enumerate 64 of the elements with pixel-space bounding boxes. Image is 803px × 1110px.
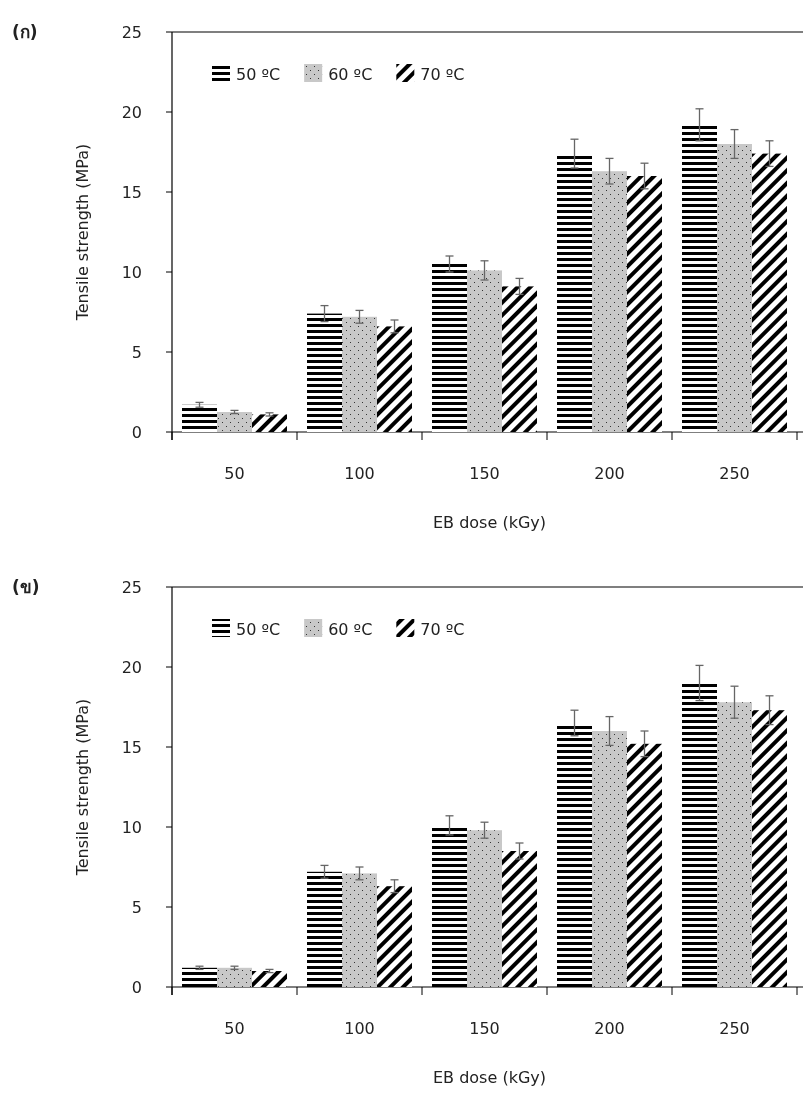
- bar: [627, 743, 662, 987]
- bar: [217, 412, 252, 432]
- x-axis-title: EB dose (kGy): [433, 513, 546, 532]
- legend-label: 70 ºC: [420, 65, 465, 84]
- bar: [627, 176, 662, 432]
- bar: [592, 171, 627, 432]
- y-tick-label: 10: [121, 263, 142, 282]
- bar: [377, 886, 412, 987]
- bar: [752, 153, 787, 432]
- y-tick-label: 5: [131, 343, 142, 362]
- bar: [432, 825, 467, 987]
- bar: [717, 144, 752, 432]
- bar: [182, 404, 217, 432]
- y-tick-label: 10: [121, 818, 142, 837]
- legend-label: 50 ºC: [236, 65, 281, 84]
- y-tick-label: 5: [131, 898, 142, 917]
- bar: [592, 731, 627, 987]
- y-tick-label: 25: [121, 23, 142, 42]
- y-tick-label: 15: [121, 738, 142, 757]
- bar: [342, 316, 377, 432]
- bar: [467, 830, 502, 987]
- y-tick-label: 0: [131, 978, 142, 997]
- y-axis-title: Tensile strength (MPa): [73, 143, 92, 322]
- bar: [682, 683, 717, 987]
- x-tick-label: 250: [719, 464, 750, 483]
- bar: [307, 313, 342, 432]
- bar: [717, 702, 752, 987]
- bar: [752, 710, 787, 987]
- bar: [342, 873, 377, 987]
- x-tick-label: 150: [469, 464, 500, 483]
- y-tick-label: 20: [121, 103, 142, 122]
- bar: [252, 414, 287, 432]
- legend-label: 60 ºC: [328, 65, 373, 84]
- x-tick-label: 50: [224, 464, 245, 483]
- bar: [557, 723, 592, 987]
- bar: [182, 967, 217, 987]
- x-tick-label: 200: [594, 464, 625, 483]
- bar: [467, 270, 502, 432]
- x-tick-label: 100: [344, 464, 375, 483]
- text: (ข): [12, 577, 40, 597]
- x-axis-title: EB dose (kGy): [433, 1068, 546, 1087]
- legend-label: 70 ºC: [420, 620, 465, 639]
- x-tick-label: 100: [344, 1019, 375, 1038]
- y-axis-title: Tensile strength (MPa): [73, 698, 92, 877]
- legend-label: 60 ºC: [328, 620, 373, 639]
- text: (ก): [12, 22, 38, 42]
- bar: [502, 851, 537, 987]
- bar: [252, 971, 287, 987]
- bar: [502, 286, 537, 432]
- bar: [217, 967, 252, 987]
- x-tick-label: 150: [469, 1019, 500, 1038]
- x-tick-label: 250: [719, 1019, 750, 1038]
- y-tick-label: 20: [121, 658, 142, 677]
- bar: [557, 153, 592, 432]
- y-tick-label: 15: [121, 183, 142, 202]
- y-tick-label: 25: [121, 578, 142, 597]
- x-tick-label: 200: [594, 1019, 625, 1038]
- legend-label: 50 ºC: [236, 620, 281, 639]
- bar: [682, 124, 717, 432]
- bar: [307, 871, 342, 987]
- x-tick-label: 50: [224, 1019, 245, 1038]
- y-tick-label: 0: [131, 423, 142, 442]
- bar: [432, 264, 467, 432]
- bar: [377, 326, 412, 432]
